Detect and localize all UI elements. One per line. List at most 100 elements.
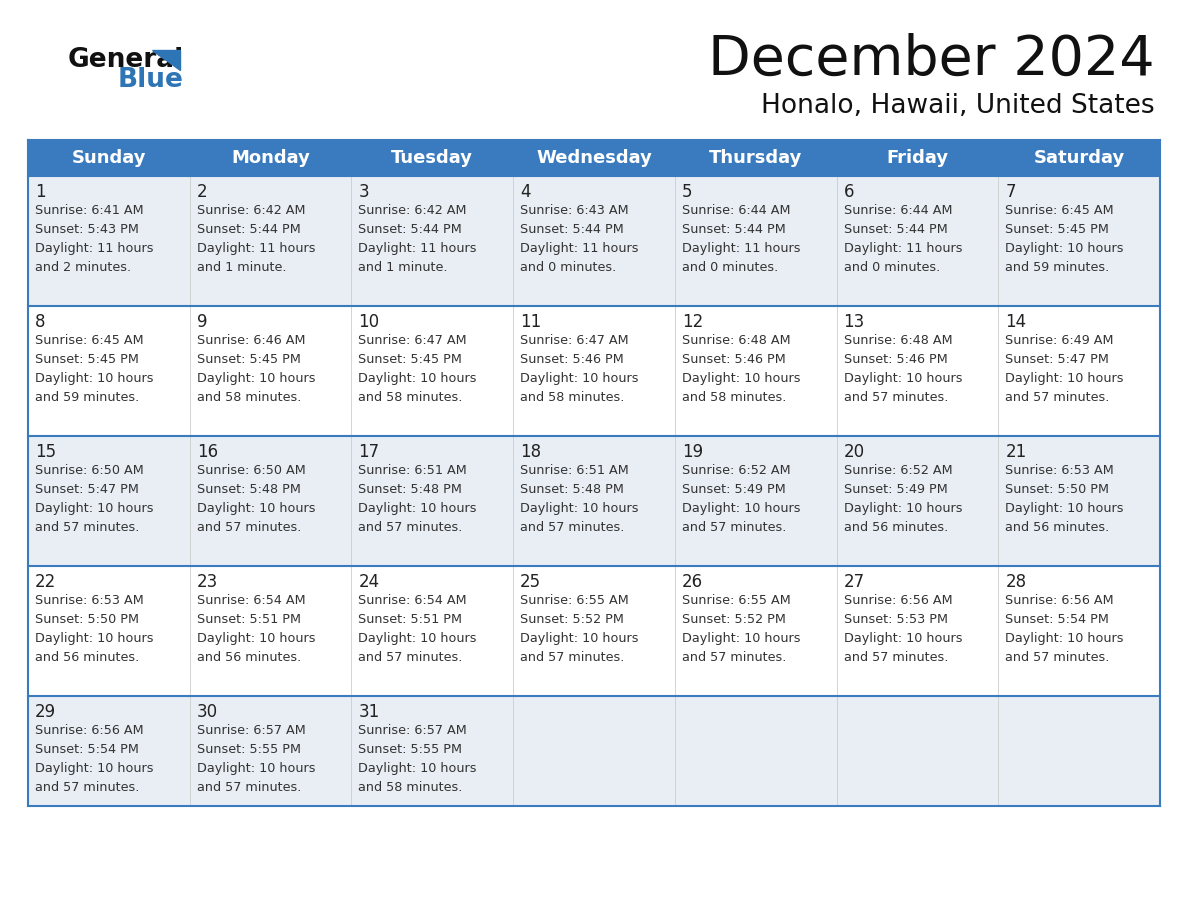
- Text: Sunset: 5:44 PM: Sunset: 5:44 PM: [682, 223, 785, 236]
- Text: Daylight: 10 hours: Daylight: 10 hours: [1005, 502, 1124, 515]
- Text: and 1 minute.: and 1 minute.: [197, 261, 286, 274]
- Text: and 58 minutes.: and 58 minutes.: [682, 391, 786, 404]
- Text: and 57 minutes.: and 57 minutes.: [520, 651, 625, 664]
- Text: Daylight: 10 hours: Daylight: 10 hours: [359, 762, 476, 775]
- Text: Sunset: 5:44 PM: Sunset: 5:44 PM: [843, 223, 947, 236]
- Text: 7: 7: [1005, 183, 1016, 201]
- Text: and 57 minutes.: and 57 minutes.: [1005, 391, 1110, 404]
- Text: Sunset: 5:46 PM: Sunset: 5:46 PM: [682, 353, 785, 366]
- Text: 24: 24: [359, 573, 379, 591]
- Text: 20: 20: [843, 443, 865, 461]
- Bar: [29, 436, 1159, 566]
- Text: Daylight: 11 hours: Daylight: 11 hours: [682, 242, 801, 255]
- Text: Daylight: 10 hours: Daylight: 10 hours: [359, 632, 476, 645]
- Text: Thursday: Thursday: [709, 149, 802, 167]
- Text: and 57 minutes.: and 57 minutes.: [682, 521, 786, 534]
- Text: and 57 minutes.: and 57 minutes.: [843, 391, 948, 404]
- Text: 4: 4: [520, 183, 531, 201]
- Text: Daylight: 10 hours: Daylight: 10 hours: [1005, 372, 1124, 385]
- Text: Sunrise: 6:44 AM: Sunrise: 6:44 AM: [843, 204, 952, 217]
- Text: 16: 16: [197, 443, 217, 461]
- Text: Daylight: 10 hours: Daylight: 10 hours: [1005, 632, 1124, 645]
- Text: 9: 9: [197, 313, 207, 331]
- Text: and 57 minutes.: and 57 minutes.: [520, 521, 625, 534]
- Text: 8: 8: [34, 313, 45, 331]
- Text: Sunrise: 6:52 AM: Sunrise: 6:52 AM: [682, 464, 790, 477]
- Text: and 56 minutes.: and 56 minutes.: [34, 651, 139, 664]
- Text: Sunset: 5:45 PM: Sunset: 5:45 PM: [197, 353, 301, 366]
- Text: Sunrise: 6:45 AM: Sunrise: 6:45 AM: [1005, 204, 1114, 217]
- Text: and 1 minute.: and 1 minute.: [359, 261, 448, 274]
- Text: and 2 minutes.: and 2 minutes.: [34, 261, 131, 274]
- Text: 26: 26: [682, 573, 703, 591]
- Text: 23: 23: [197, 573, 217, 591]
- Text: Sunset: 5:49 PM: Sunset: 5:49 PM: [843, 483, 947, 496]
- Text: Sunrise: 6:50 AM: Sunrise: 6:50 AM: [34, 464, 144, 477]
- Text: 27: 27: [843, 573, 865, 591]
- Text: 19: 19: [682, 443, 703, 461]
- Text: Sunrise: 6:46 AM: Sunrise: 6:46 AM: [197, 334, 305, 347]
- Text: Sunset: 5:50 PM: Sunset: 5:50 PM: [34, 613, 139, 626]
- Text: Sunrise: 6:55 AM: Sunrise: 6:55 AM: [682, 594, 790, 607]
- Text: 11: 11: [520, 313, 542, 331]
- Text: Daylight: 11 hours: Daylight: 11 hours: [34, 242, 153, 255]
- Text: and 57 minutes.: and 57 minutes.: [843, 651, 948, 664]
- Text: Sunset: 5:52 PM: Sunset: 5:52 PM: [520, 613, 624, 626]
- Text: Sunrise: 6:48 AM: Sunrise: 6:48 AM: [843, 334, 953, 347]
- Text: Daylight: 10 hours: Daylight: 10 hours: [843, 502, 962, 515]
- Bar: [29, 696, 1159, 806]
- Text: Sunrise: 6:45 AM: Sunrise: 6:45 AM: [34, 334, 144, 347]
- Text: Sunrise: 6:47 AM: Sunrise: 6:47 AM: [359, 334, 467, 347]
- Text: Daylight: 10 hours: Daylight: 10 hours: [359, 502, 476, 515]
- Text: 18: 18: [520, 443, 542, 461]
- Text: Daylight: 10 hours: Daylight: 10 hours: [34, 502, 153, 515]
- Text: Daylight: 10 hours: Daylight: 10 hours: [34, 762, 153, 775]
- Text: Daylight: 10 hours: Daylight: 10 hours: [520, 372, 639, 385]
- Text: 5: 5: [682, 183, 693, 201]
- Text: Honalo, Hawaii, United States: Honalo, Hawaii, United States: [762, 93, 1155, 119]
- Bar: [29, 176, 1159, 306]
- Text: Monday: Monday: [232, 149, 310, 167]
- Text: Tuesday: Tuesday: [391, 149, 473, 167]
- Text: Sunset: 5:53 PM: Sunset: 5:53 PM: [843, 613, 948, 626]
- Text: Sunset: 5:51 PM: Sunset: 5:51 PM: [197, 613, 301, 626]
- Text: and 57 minutes.: and 57 minutes.: [34, 521, 139, 534]
- Text: Sunrise: 6:42 AM: Sunrise: 6:42 AM: [197, 204, 305, 217]
- Text: Sunrise: 6:44 AM: Sunrise: 6:44 AM: [682, 204, 790, 217]
- Text: Daylight: 11 hours: Daylight: 11 hours: [359, 242, 476, 255]
- Text: and 57 minutes.: and 57 minutes.: [34, 781, 139, 794]
- Text: Daylight: 10 hours: Daylight: 10 hours: [520, 632, 639, 645]
- Text: Sunrise: 6:48 AM: Sunrise: 6:48 AM: [682, 334, 790, 347]
- Text: Saturday: Saturday: [1034, 149, 1125, 167]
- Text: and 56 minutes.: and 56 minutes.: [843, 521, 948, 534]
- Text: Sunset: 5:52 PM: Sunset: 5:52 PM: [682, 613, 785, 626]
- Text: 21: 21: [1005, 443, 1026, 461]
- Text: 2: 2: [197, 183, 208, 201]
- Text: Sunrise: 6:54 AM: Sunrise: 6:54 AM: [359, 594, 467, 607]
- Text: Sunset: 5:50 PM: Sunset: 5:50 PM: [1005, 483, 1110, 496]
- Text: Daylight: 10 hours: Daylight: 10 hours: [682, 372, 801, 385]
- Text: Sunrise: 6:54 AM: Sunrise: 6:54 AM: [197, 594, 305, 607]
- Text: Sunrise: 6:47 AM: Sunrise: 6:47 AM: [520, 334, 628, 347]
- Text: Daylight: 11 hours: Daylight: 11 hours: [520, 242, 639, 255]
- Text: 14: 14: [1005, 313, 1026, 331]
- Text: Sunset: 5:47 PM: Sunset: 5:47 PM: [1005, 353, 1110, 366]
- Text: Sunrise: 6:49 AM: Sunrise: 6:49 AM: [1005, 334, 1114, 347]
- Text: Daylight: 10 hours: Daylight: 10 hours: [34, 632, 153, 645]
- Text: Daylight: 10 hours: Daylight: 10 hours: [197, 372, 315, 385]
- Text: and 58 minutes.: and 58 minutes.: [520, 391, 625, 404]
- Text: Sunrise: 6:43 AM: Sunrise: 6:43 AM: [520, 204, 628, 217]
- Text: Daylight: 10 hours: Daylight: 10 hours: [197, 632, 315, 645]
- Text: December 2024: December 2024: [708, 33, 1155, 87]
- Text: Sunset: 5:48 PM: Sunset: 5:48 PM: [520, 483, 624, 496]
- Text: Daylight: 10 hours: Daylight: 10 hours: [682, 632, 801, 645]
- Text: and 57 minutes.: and 57 minutes.: [197, 521, 301, 534]
- Text: Sunrise: 6:56 AM: Sunrise: 6:56 AM: [1005, 594, 1114, 607]
- Text: Sunrise: 6:42 AM: Sunrise: 6:42 AM: [359, 204, 467, 217]
- Text: Daylight: 11 hours: Daylight: 11 hours: [197, 242, 315, 255]
- Text: Sunset: 5:54 PM: Sunset: 5:54 PM: [34, 743, 139, 756]
- Text: and 57 minutes.: and 57 minutes.: [1005, 651, 1110, 664]
- Text: Sunset: 5:54 PM: Sunset: 5:54 PM: [1005, 613, 1110, 626]
- Text: Daylight: 10 hours: Daylight: 10 hours: [520, 502, 639, 515]
- Text: 28: 28: [1005, 573, 1026, 591]
